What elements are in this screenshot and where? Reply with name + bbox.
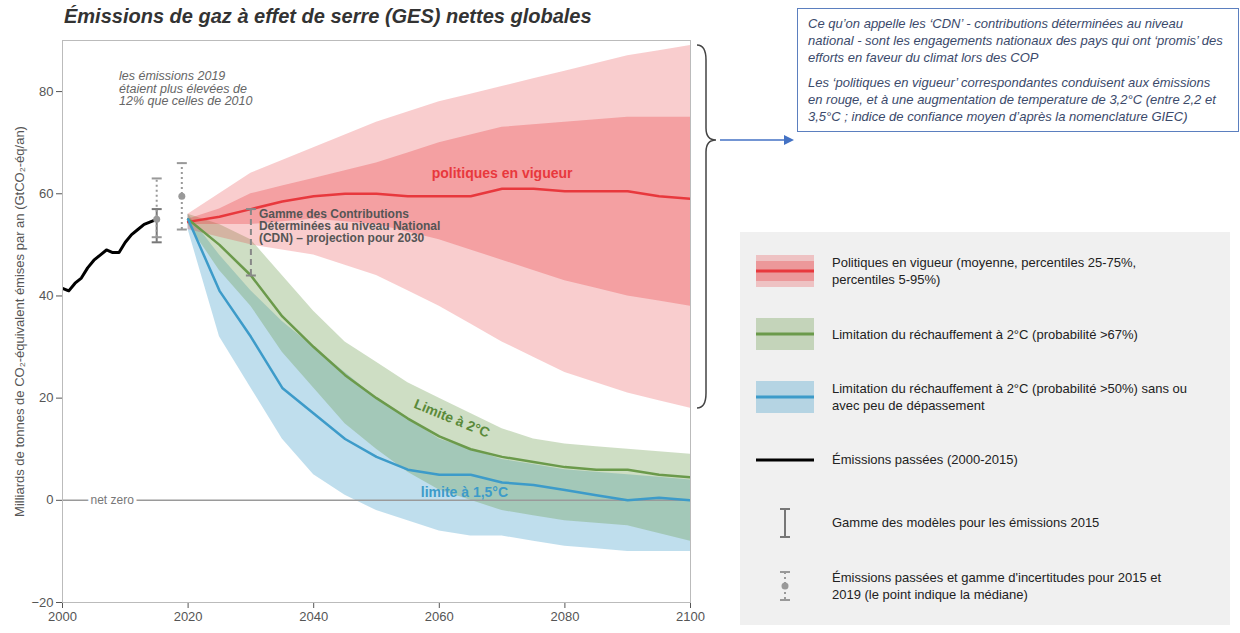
svg-text:0: 0 [46,492,53,507]
html-text:Émissions passées (2000-2015): Émissions passées (2000-2015) [832,452,1018,468]
svg-text:2060: 2060 [425,609,454,624]
svg-text:−20: −20 [31,595,53,610]
svg-text:2000: 2000 [48,609,77,624]
svg-text:politiques en vigueur: politiques en vigueur [432,165,573,181]
html-text:Gamme des modèles pour les émi: Gamme des modèles pour les émissions 201… [832,515,1100,531]
svg-text:40: 40 [39,288,53,303]
html-text:Limitation du réchauffement à: Limitation du réchauffement à 2°C (proba… [832,381,1188,414]
html-text:Ce qu’on appelle les ‘CDN’ - c: Ce qu’on appelle les ‘CDN’ - contributio… [808,16,1223,65]
svg-text:Gamme des ContributionsDétermi: Gamme des ContributionsDéterminées au ni… [259,207,440,245]
svg-text:2100: 2100 [676,609,705,624]
svg-text:20: 20 [39,390,53,405]
svg-text:Limite à 2°C: Limite à 2°C [412,396,492,441]
svg-text:net zero: net zero [91,493,135,507]
html-text:Limitation du réchauffement à: Limitation du réchauffement à 2°C (proba… [832,326,1138,342]
html-text:Émissions passées et gamme d'i: Émissions passées et gamme d'incertitude… [832,569,1162,602]
svg-text:les émissions 2019étaient plus: les émissions 2019étaient plus élevées d… [119,69,252,108]
html-text:Les ‘politiques en vigueur’ co: Les ‘politiques en vigueur’ correspondan… [808,75,1216,124]
svg-text:2020: 2020 [174,609,203,624]
svg-text:limite à 1,5°C: limite à 1,5°C [421,484,508,500]
svg-text:Milliards de tonnes de CO₂-équ: Milliards de tonnes de CO₂-équivalent ém… [12,126,27,517]
svg-text:80: 80 [39,84,53,99]
svg-text:60: 60 [39,186,53,201]
html-text:Émissions de gaz à effet de se: Émissions de gaz à effet de serre (GES) … [64,5,592,27]
html-text:Politiques en vigueur (moyenne: Politiques en vigueur (moyenne, percenti… [832,255,1137,288]
svg-text:2040: 2040 [299,609,328,624]
svg-text:2080: 2080 [550,609,579,624]
